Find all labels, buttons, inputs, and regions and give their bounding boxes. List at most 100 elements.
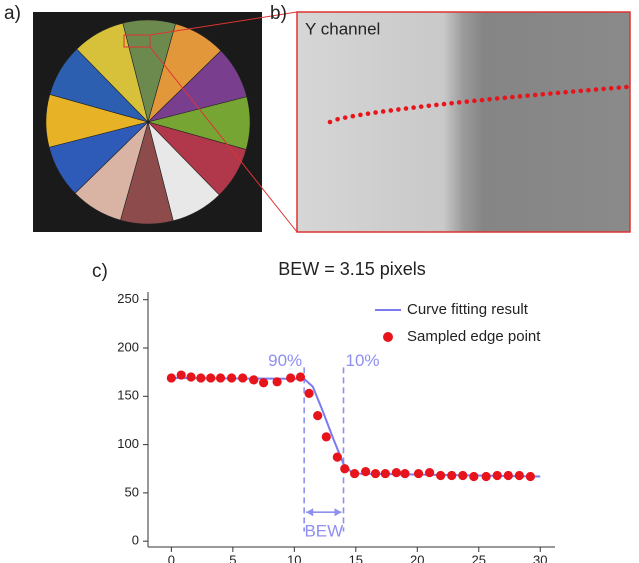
edge-dot	[389, 108, 394, 113]
edge-dot	[457, 100, 462, 105]
sample-point	[273, 377, 282, 386]
edge-dot	[495, 96, 500, 101]
edge-dot	[373, 110, 378, 115]
edge-dot	[419, 104, 424, 109]
edge-dot	[594, 87, 599, 92]
panel-label: a)	[4, 3, 21, 24]
marker-label: 90%	[268, 351, 302, 370]
sample-point	[350, 469, 359, 478]
sample-point	[322, 432, 331, 441]
edge-dot	[343, 115, 348, 120]
sample-point	[286, 373, 295, 382]
edge-dot	[449, 101, 454, 106]
edge-dot	[404, 106, 409, 111]
edge-dot	[579, 89, 584, 94]
sample-point	[414, 469, 423, 478]
sample-point	[304, 389, 313, 398]
sample-point	[206, 373, 215, 382]
sample-point	[458, 471, 467, 480]
edge-dot	[533, 93, 538, 98]
sample-point	[249, 375, 258, 384]
x-tick-label: 30	[533, 552, 547, 563]
edge-dot	[328, 120, 333, 125]
edge-dot	[381, 109, 386, 114]
zoom-image	[297, 12, 630, 232]
y-tick-label: 50	[125, 484, 139, 499]
sample-point	[313, 411, 322, 420]
x-tick-label: 5	[229, 552, 236, 563]
sample-point	[400, 469, 409, 478]
edge-dot	[366, 111, 371, 116]
edge-dot	[601, 87, 606, 92]
sample-point	[196, 373, 205, 382]
sample-point	[167, 373, 176, 382]
sample-point	[436, 471, 445, 480]
sample-point	[482, 472, 491, 481]
legend-swatch	[383, 332, 393, 342]
sample-point	[425, 468, 434, 477]
sample-point	[333, 453, 342, 462]
edge-dot	[556, 91, 561, 96]
edge-dot	[609, 86, 614, 91]
sample-point	[371, 469, 380, 478]
panel-label: b)	[270, 3, 287, 24]
x-tick-label: 0	[168, 552, 175, 563]
edge-dot	[351, 114, 356, 119]
sample-point	[361, 467, 370, 476]
edge-dot	[335, 117, 340, 122]
sample-point	[238, 373, 247, 382]
sample-point	[227, 373, 236, 382]
edge-dot	[396, 107, 401, 112]
marker-label: 10%	[346, 351, 380, 370]
sample-point	[493, 471, 502, 480]
sample-point	[177, 370, 186, 379]
edge-dot	[525, 93, 530, 98]
sample-point	[216, 373, 225, 382]
chart-title: BEW = 3.15 pixels	[278, 259, 426, 279]
edge-dot	[510, 95, 515, 100]
image-caption: Y channel	[305, 19, 380, 38]
x-tick-label: 25	[472, 552, 486, 563]
y-tick-label: 250	[117, 291, 139, 306]
sample-point	[340, 464, 349, 473]
sample-point	[526, 472, 535, 481]
legend-label: Curve fitting result	[407, 301, 529, 318]
x-tick-label: 10	[287, 552, 301, 563]
y-tick-label: 0	[132, 533, 139, 548]
fit-curve	[171, 378, 540, 477]
edge-dot	[442, 102, 447, 107]
sample-point	[504, 471, 513, 480]
x-tick-label: 20	[410, 552, 424, 563]
edge-dot	[518, 94, 523, 99]
legend-label: Sampled edge point	[407, 328, 541, 345]
edge-dot	[571, 89, 576, 94]
y-tick-label: 100	[117, 436, 139, 451]
sample-point	[515, 471, 524, 480]
edge-dot	[427, 103, 432, 108]
edge-dot	[472, 99, 477, 104]
edge-dot	[548, 91, 553, 96]
edge-dot	[480, 98, 485, 103]
y-tick-label: 200	[117, 339, 139, 354]
y-tick-label: 150	[117, 388, 139, 403]
edge-dot	[434, 103, 439, 108]
edge-dot	[465, 99, 470, 104]
sample-point	[469, 472, 478, 481]
sample-point	[296, 372, 305, 381]
edge-dot	[358, 113, 363, 118]
edge-dot	[563, 90, 568, 95]
edge-dot	[541, 92, 546, 97]
sample-point	[186, 372, 195, 381]
x-tick-label: 15	[349, 552, 363, 563]
edge-dot	[503, 96, 508, 101]
color-wheel	[46, 20, 250, 224]
edge-dot	[624, 85, 629, 90]
sample-point	[259, 378, 268, 387]
sample-point	[447, 471, 456, 480]
edge-dot	[617, 85, 622, 90]
panel-label: c)	[92, 261, 108, 282]
edge-dot	[586, 88, 591, 93]
figure: a) b) Y channel c) BEW = 3.15 pixels 050…	[0, 0, 639, 563]
sample-point	[392, 468, 401, 477]
edge-dot	[411, 105, 416, 110]
